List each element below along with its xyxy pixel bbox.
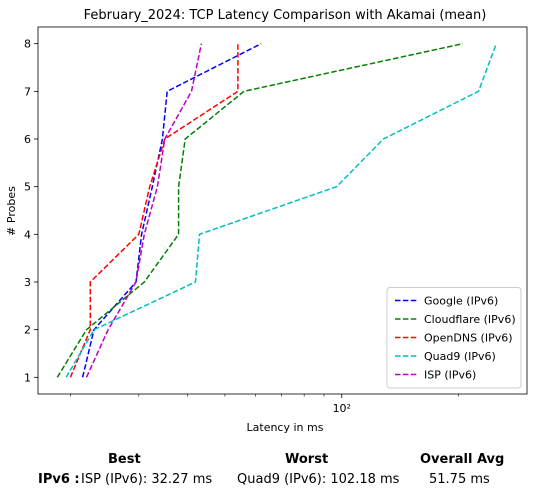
y-axis-label: # Probes xyxy=(5,186,18,236)
plot-frame xyxy=(37,26,528,395)
y-tick-label: 6 xyxy=(24,133,31,146)
stats-best-value: ISP (IPv6): 32.27 ms xyxy=(81,472,213,487)
stats-row-label: IPv6 : xyxy=(38,472,80,487)
series-line-1 xyxy=(56,42,463,378)
legend-label: OpenDNS (IPv6) xyxy=(424,332,513,345)
legend-label: ISP (IPv6) xyxy=(424,369,476,382)
y-tick-label: 8 xyxy=(24,38,31,51)
y-tick-label: 5 xyxy=(24,181,31,194)
series-line-2 xyxy=(69,43,239,378)
x-tick-label: 10² xyxy=(333,402,351,415)
series-line-0 xyxy=(81,43,262,378)
stats-best-header: Best xyxy=(108,452,141,467)
y-tick-label: 4 xyxy=(24,228,31,241)
legend-label: Quad9 (IPv6) xyxy=(424,350,496,363)
y-tick-label: 3 xyxy=(24,276,31,289)
x-axis-label: Latency in ms xyxy=(247,421,324,434)
chart-title: February_2024: TCP Latency Comparison wi… xyxy=(84,8,487,23)
stats-worst-header: Worst xyxy=(285,452,329,467)
series-line-3 xyxy=(65,43,498,378)
y-tick-label: 1 xyxy=(24,371,31,384)
legend-label: Cloudflare (IPv6) xyxy=(424,313,516,326)
y-tick-label: 2 xyxy=(24,324,31,337)
latency-chart: February_2024: TCP Latency Comparison wi… xyxy=(5,8,528,434)
stats-overall-header: Overall Avg xyxy=(420,452,505,467)
stats-worst-value: Quad9 (IPv6): 102.18 ms xyxy=(237,472,400,487)
stats-overall-value: 51.75 ms xyxy=(429,472,490,487)
y-tick-label: 7 xyxy=(24,85,31,98)
legend-label: Google (IPv6) xyxy=(424,295,498,308)
legend-box xyxy=(386,287,522,389)
legend: Google (IPv6) Cloudflare (IPv6) OpenDNS (I… xyxy=(386,287,522,389)
